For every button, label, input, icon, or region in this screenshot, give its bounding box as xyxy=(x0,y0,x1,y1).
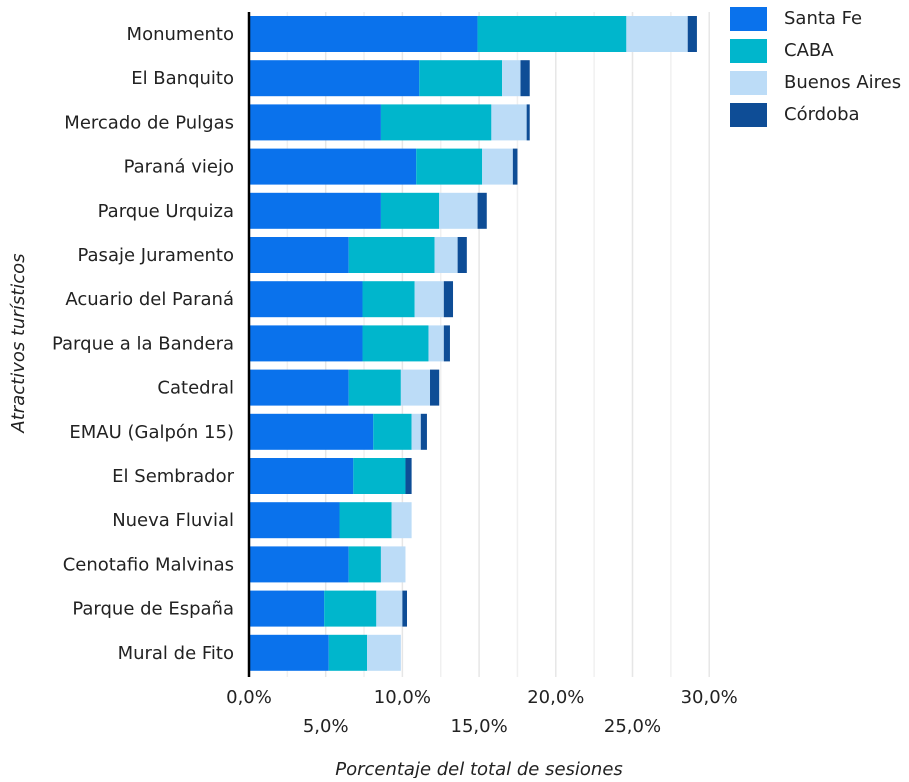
x-tick-label: 5,0% xyxy=(303,716,349,737)
bar-segment-santa-fe xyxy=(249,369,349,406)
bar-segment-c-rdoba xyxy=(443,281,454,318)
category-label: Acuario del Paraná xyxy=(65,289,234,310)
bar-segment-caba xyxy=(380,192,440,229)
bar-segment-buenos-aires xyxy=(434,237,458,273)
bar-segment-buenos-aires xyxy=(414,281,444,318)
bar-segment-c-rdoba xyxy=(687,16,697,52)
category-label: Monumento xyxy=(127,24,234,45)
x-tick-label: 20,0% xyxy=(527,687,584,708)
bar-segment-caba xyxy=(339,502,392,539)
legend-swatch xyxy=(730,39,767,63)
bar-segment-c-rdoba xyxy=(430,369,440,406)
bar-segment-caba xyxy=(373,413,412,450)
bar-segment-santa-fe xyxy=(249,237,349,273)
bar-segment-c-rdoba xyxy=(402,590,408,627)
bar-segment-caba xyxy=(328,634,368,671)
bar-segment-c-rdoba xyxy=(405,458,412,494)
bar-segment-c-rdoba xyxy=(477,192,487,229)
category-label: Nueva Fluvial xyxy=(112,510,234,531)
x-tick-label: 30,0% xyxy=(681,687,738,708)
category-label: Mercado de Pulgas xyxy=(64,112,234,133)
bar-segment-caba xyxy=(362,325,429,362)
bar-segment-buenos-aires xyxy=(400,369,431,406)
bar-segment-buenos-aires xyxy=(482,148,513,185)
legend-swatch xyxy=(730,7,767,31)
bar-segment-santa-fe xyxy=(249,104,381,141)
x-axis-title: Porcentaje del total de sesiones xyxy=(335,759,623,778)
x-tick-label: 0,0% xyxy=(226,687,272,708)
bar-segment-buenos-aires xyxy=(411,413,421,450)
bar-segment-c-rdoba xyxy=(512,148,518,185)
category-label: Parque Urquiza xyxy=(98,201,234,222)
x-tick-label: 10,0% xyxy=(374,687,431,708)
bar-segment-santa-fe xyxy=(249,458,354,494)
legend-swatch xyxy=(730,71,767,95)
bar-segment-buenos-aires xyxy=(502,60,521,97)
bar-segment-caba xyxy=(348,237,435,273)
bars xyxy=(249,16,697,671)
bar-segment-santa-fe xyxy=(249,502,340,539)
bar-segment-buenos-aires xyxy=(428,325,444,362)
bar-segment-c-rdoba xyxy=(526,104,530,141)
bar-segment-buenos-aires xyxy=(439,192,478,229)
legend: Santa Fe CABA Buenos Aires Córdoba xyxy=(730,7,901,127)
bar-segment-caba xyxy=(348,369,401,406)
bar-segment-buenos-aires xyxy=(491,104,527,141)
category-label: Parque de España xyxy=(72,599,234,620)
y-axis-title: Atractivos turísticos xyxy=(8,253,29,433)
category-labels: Monumento El Banquito Mercado de Pulgas Par… xyxy=(52,24,235,664)
legend-label: Córdoba xyxy=(784,104,860,125)
category-label: El Banquito xyxy=(131,68,234,89)
bar-segment-c-rdoba xyxy=(457,237,467,273)
bar-segment-caba xyxy=(416,148,483,185)
bar-segment-santa-fe xyxy=(249,590,325,627)
bar-segment-buenos-aires xyxy=(367,634,401,671)
bar-segment-caba xyxy=(348,546,381,583)
bar-segment-santa-fe xyxy=(249,16,478,52)
legend-label: CABA xyxy=(784,40,834,61)
category-label: Pasaje Juramento xyxy=(77,245,234,266)
category-label: Paraná viejo xyxy=(124,157,234,178)
legend-label: Buenos Aires xyxy=(784,72,901,93)
bar-segment-buenos-aires xyxy=(380,546,406,583)
legend-label: Santa Fe xyxy=(784,8,862,29)
bar-segment-caba xyxy=(380,104,492,141)
bar-segment-santa-fe xyxy=(249,192,381,229)
bar-segment-santa-fe xyxy=(249,413,374,450)
category-label: Catedral xyxy=(157,378,234,399)
bar-segment-santa-fe xyxy=(249,325,363,362)
bar-segment-caba xyxy=(362,281,415,318)
bar-segment-caba xyxy=(477,16,627,52)
bar-segment-santa-fe xyxy=(249,281,363,318)
bar-segment-c-rdoba xyxy=(420,413,427,450)
legend-swatch xyxy=(730,103,767,127)
bar-segment-caba xyxy=(419,60,503,97)
category-label: Cenotafio Malvinas xyxy=(63,554,234,575)
bar-segment-caba xyxy=(324,590,377,627)
x-tick-label: 15,0% xyxy=(451,716,508,737)
x-tick-labels: 0,0% 5,0% 10,0% 15,0% 20,0% 25,0% 30,0% xyxy=(226,687,738,737)
bar-segment-santa-fe xyxy=(249,148,417,185)
category-label: Parque a la Bandera xyxy=(52,333,234,354)
bar-segment-caba xyxy=(353,458,406,494)
bar-segment-buenos-aires xyxy=(391,502,412,539)
category-label: EMAU (Galpón 15) xyxy=(69,422,234,443)
bar-segment-c-rdoba xyxy=(520,60,530,97)
category-label: Mural de Fito xyxy=(118,643,234,664)
bar-segment-santa-fe xyxy=(249,60,420,97)
x-tick-label: 25,0% xyxy=(604,716,661,737)
bar-segment-buenos-aires xyxy=(626,16,688,52)
bar-segment-buenos-aires xyxy=(376,590,403,627)
category-label: El Sembrador xyxy=(112,466,234,487)
bar-segment-santa-fe xyxy=(249,546,349,583)
bar-segment-c-rdoba xyxy=(443,325,450,362)
bar-segment-santa-fe xyxy=(249,634,329,671)
